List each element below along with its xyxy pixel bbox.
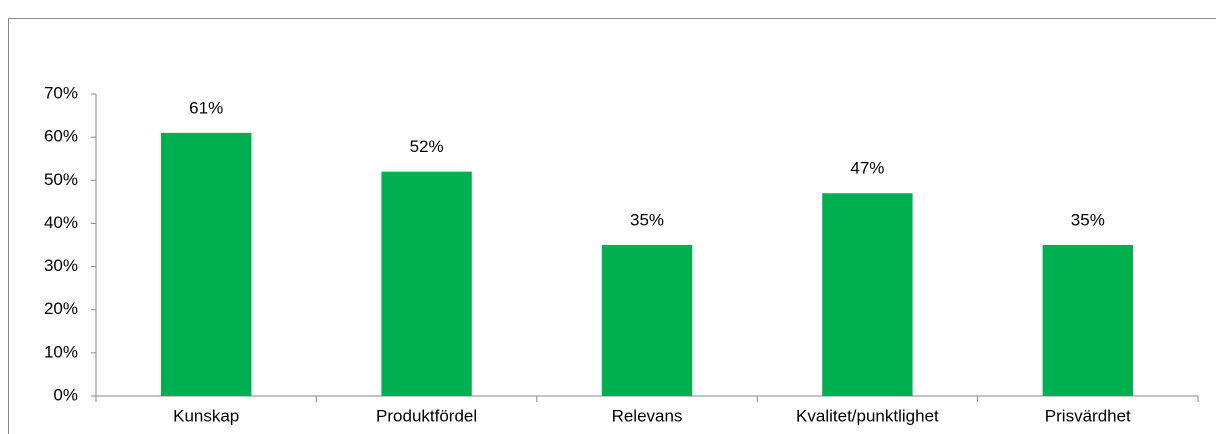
x-tick-label: Produktfördel — [376, 406, 477, 425]
y-tick-label: 10% — [44, 342, 78, 361]
y-tick-label: 0% — [53, 385, 78, 404]
bar — [161, 132, 252, 397]
data-label: 61% — [189, 98, 223, 117]
y-tick-label: 30% — [44, 256, 78, 275]
y-tick-label: 70% — [44, 83, 78, 102]
data-label: 47% — [850, 159, 884, 178]
y-tick-label: 60% — [44, 127, 78, 146]
data-label: 52% — [410, 137, 444, 156]
data-label: 35% — [630, 210, 664, 229]
x-tick-label: Kvalitet/punktlighet — [796, 406, 939, 425]
y-tick-label: 50% — [44, 170, 78, 189]
bar — [1042, 245, 1133, 396]
y-tick-label: 20% — [44, 299, 78, 318]
x-tick-label: Prisvärdhet — [1045, 406, 1131, 425]
bar — [381, 171, 472, 396]
bar — [822, 193, 913, 396]
bar — [601, 245, 693, 396]
x-tick-label: Kunskap — [173, 406, 239, 425]
data-label: 35% — [1071, 210, 1105, 229]
y-tick-label: 40% — [44, 213, 78, 232]
x-tick-label: Relevans — [612, 406, 683, 425]
